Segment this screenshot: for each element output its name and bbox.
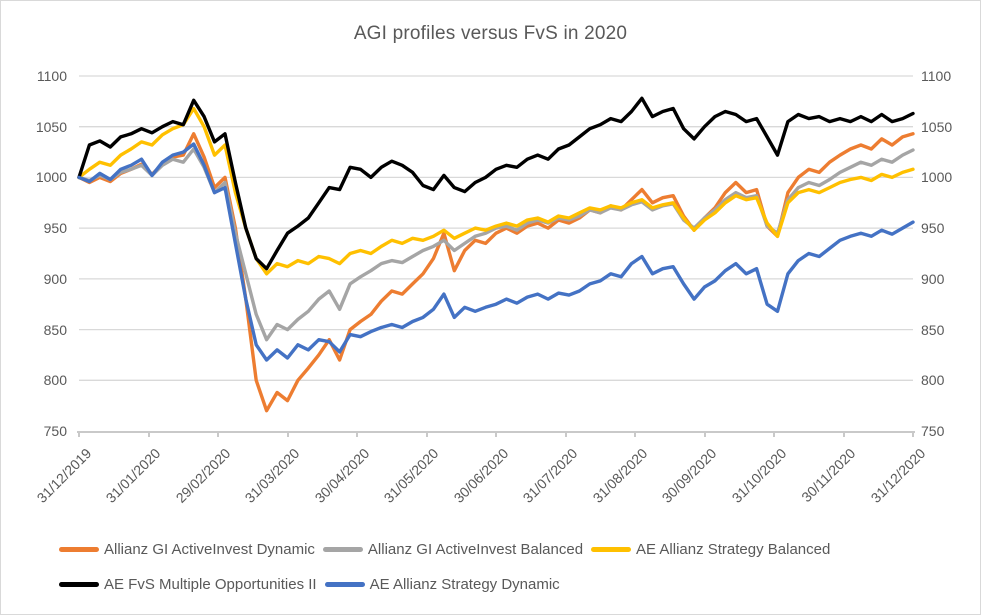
y-axis-label-left: 900 [43, 271, 67, 287]
x-axis-label: 29/02/2020 [172, 445, 234, 506]
legend-item-ae-allianz-strategy-balanced: AE Allianz Strategy Balanced [591, 541, 830, 558]
y-axis-label-right: 1100 [921, 68, 952, 84]
x-axis-label: 31/01/2020 [102, 445, 164, 506]
x-axis-label: 31/03/2020 [241, 445, 303, 506]
x-axis-tick [217, 431, 219, 437]
x-axis-label: 31/10/2020 [728, 445, 790, 506]
y-axis-label-right: 1050 [921, 119, 953, 135]
legend-label: AE Allianz Strategy Balanced [636, 541, 831, 558]
x-axis-tick [495, 431, 497, 437]
chart-title: AGI profiles versus FvS in 2020 [353, 23, 628, 44]
x-axis-tick [773, 431, 775, 437]
x-axis-tick [912, 431, 914, 437]
legend-label: Allianz GI ActiveInvest Dynamic [104, 541, 315, 558]
x-axis-label: 31/12/2019 [33, 445, 95, 506]
y-axis-label-right: 900 [921, 271, 945, 287]
x-axis-label: 31/08/2020 [589, 445, 651, 506]
x-axis-tick [356, 431, 358, 437]
legend-item-ae-fvs-multiple-opportunities-ii: AE FvS Multiple Opportunities II [59, 576, 317, 593]
x-axis-label: 31/05/2020 [380, 445, 442, 506]
y-axis-label-right: 950 [921, 220, 945, 236]
y-axis-label-left: 1000 [35, 169, 67, 185]
x-axis-tick [564, 431, 567, 437]
legend-label: Allianz GI ActiveInvest Balanced [367, 541, 584, 558]
y-axis-label-left: 800 [43, 372, 67, 388]
x-axis-tick [634, 431, 636, 437]
legend-swatch-icon [591, 547, 632, 552]
x-axis-label: 30/06/2020 [450, 445, 512, 506]
y-axis-label-right: 800 [921, 372, 945, 388]
x-axis-tick [78, 431, 80, 437]
series-line-ae-fvs-multiple-opportunities-ii [77, 96, 915, 271]
y-axis-label-left: 950 [43, 220, 67, 236]
x-axis-tick [286, 431, 289, 437]
legend-item-ae-allianz-strategy-dynamic: AE Allianz Strategy Dynamic [324, 576, 560, 593]
plot-svg [77, 75, 915, 413]
legend-row-1: Allianz GI ActiveInvest Dynamic Allianz G… [59, 541, 949, 558]
y-axis-label-left: 850 [43, 322, 67, 338]
series-line-ae-allianz-strategy-balanced [77, 106, 915, 276]
y-axis-label-left: 1100 [36, 68, 67, 84]
legend-swatch-icon [59, 582, 99, 587]
x-axis-tick [703, 431, 706, 437]
legend-label: AE FvS Multiple Opportunities II [104, 576, 317, 593]
y-axis-label-left: 750 [43, 423, 67, 439]
x-axis-label: 31/12/2020 [867, 445, 929, 506]
y-axis-label-right: 850 [921, 322, 945, 338]
x-axis-label: 30/11/2020 [798, 445, 859, 506]
legend-item-allianz-gi-activeinvest-balanced: Allianz GI ActiveInvest Balanced [322, 541, 584, 558]
x-axis-label: 31/07/2020 [519, 445, 581, 506]
x-axis-label: 30/09/2020 [658, 445, 720, 506]
legend-row-2: AE FvS Multiple Opportunities II AE Allia… [59, 576, 949, 593]
legend-swatch-icon [59, 547, 99, 552]
y-axis-label-right: 1000 [921, 169, 953, 185]
legend-item-allianz-gi-activeinvest-dynamic: Allianz GI ActiveInvest Dynamic [59, 541, 315, 558]
y-axis-label-right: 750 [921, 423, 945, 439]
x-axis-tick [147, 431, 150, 437]
x-axis-tick [842, 431, 845, 437]
x-axis-tick [425, 431, 428, 437]
legend-swatch-icon [324, 582, 365, 587]
y-axis-label-left: 1050 [35, 119, 67, 135]
legend-label: AE Allianz Strategy Dynamic [369, 576, 560, 593]
legend-swatch-icon [322, 547, 363, 552]
x-axis-label: 30/04/2020 [311, 445, 373, 506]
series-line-ae-allianz-strategy-dynamic [77, 142, 915, 362]
